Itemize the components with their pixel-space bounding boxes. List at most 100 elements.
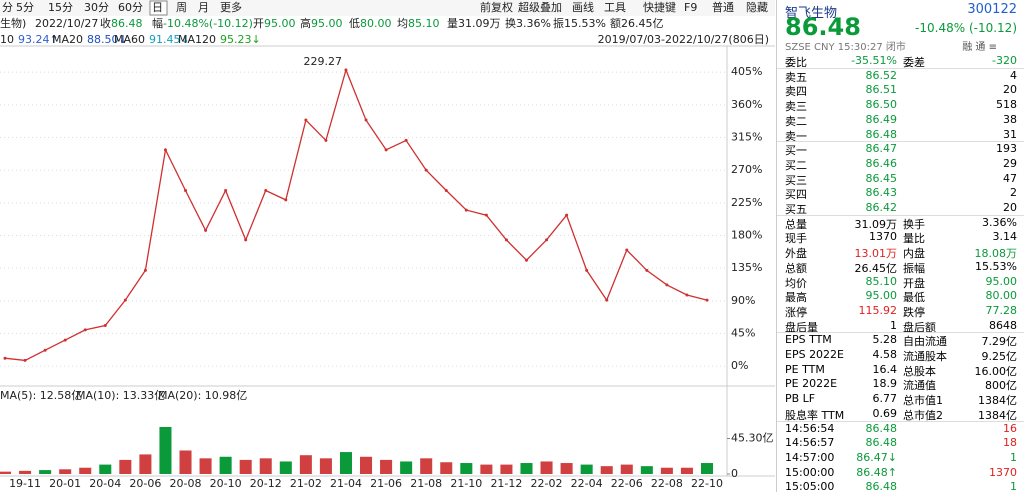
separator xyxy=(777,67,1024,69)
stat-label: 流通股本 xyxy=(903,350,947,363)
quote-label: 收 xyxy=(100,16,111,30)
stat-label: PE 2022E xyxy=(785,377,838,391)
y-tick-label: 0% xyxy=(731,359,748,372)
book-price: 86.48 xyxy=(865,127,898,141)
quote-value: 26.45亿 xyxy=(621,17,664,30)
book-label: 买四 xyxy=(785,188,807,202)
volume-bar xyxy=(339,452,352,474)
price-point xyxy=(304,118,308,122)
stat-value: 9.25亿 xyxy=(981,350,1018,363)
stat-label: 外盘 xyxy=(785,247,807,261)
price-point xyxy=(404,138,408,142)
book-label: 买二 xyxy=(785,158,807,172)
volume-bar xyxy=(59,469,72,474)
price-point xyxy=(504,238,508,242)
tool-button[interactable]: 超级叠加 xyxy=(518,0,562,14)
y-tick-label: 0 xyxy=(731,467,738,480)
book-price: 86.47 xyxy=(865,142,898,156)
stat-value: 15.53% xyxy=(975,259,1017,273)
book-label: 卖三 xyxy=(785,100,807,114)
trade-volume: 18 xyxy=(1003,436,1017,450)
stat-value: 4.58 xyxy=(872,348,898,361)
trade-price: 86.47↓ xyxy=(856,450,897,464)
price-point xyxy=(123,298,127,302)
period-tab[interactable]: 30分 xyxy=(84,1,109,14)
quote-value: 31.09万 xyxy=(458,17,501,30)
price-point xyxy=(545,238,549,242)
quote-value: 80.00 xyxy=(360,17,392,30)
volume-bar xyxy=(560,463,573,474)
volume-bar xyxy=(239,459,252,474)
book-price: 86.51 xyxy=(865,83,898,97)
quote-item: 低80.00 xyxy=(349,17,392,30)
stat-value: 1384亿 xyxy=(978,408,1017,422)
period-tab[interactable]: 60分 xyxy=(118,1,143,14)
quote-value: -10.48%(-10.12) xyxy=(163,17,253,30)
trade-time: 14:56:54 xyxy=(785,421,835,435)
period-tab[interactable]: 5分 xyxy=(16,1,34,14)
period-tab[interactable]: 更多 xyxy=(220,0,242,14)
stat-value: 18.08万 xyxy=(974,247,1018,261)
x-tick-label: 20-04 xyxy=(89,477,121,490)
tool-button[interactable]: 隐藏 xyxy=(746,1,768,14)
ma-value: 95.23↓ xyxy=(220,33,261,46)
y-tick-label: 270% xyxy=(731,163,762,176)
volume-bar xyxy=(600,466,613,474)
volume-bar xyxy=(420,458,433,474)
book-volume: 20 xyxy=(1003,201,1017,214)
stat-value: 0.69 xyxy=(872,406,898,420)
volume-bar xyxy=(199,458,212,474)
period-tab[interactable]: 日 xyxy=(152,1,163,14)
y-tick-label: 360% xyxy=(731,98,762,111)
quote-item: 均85.10 xyxy=(397,17,440,30)
price-point xyxy=(464,208,468,212)
trade-volume: 1370 xyxy=(989,465,1017,479)
stat-label: 股息率 TTM xyxy=(785,408,845,422)
y-tick-label: 135% xyxy=(731,261,762,274)
price-point xyxy=(143,268,147,272)
stat-value: 85.10 xyxy=(865,274,898,288)
quote-value: 86.48 xyxy=(111,17,143,30)
toolbar-bg xyxy=(0,0,775,16)
tool-button[interactable]: F9 xyxy=(684,1,697,14)
quote-item: 量31.09万 xyxy=(447,17,501,30)
price-point xyxy=(364,118,368,122)
ma-label: 10 xyxy=(0,33,14,46)
stat-label: 盘后量 xyxy=(785,320,818,334)
stat-label: 跌停 xyxy=(903,305,925,319)
y-tick-label: 180% xyxy=(731,229,762,242)
volume-bar xyxy=(580,464,593,474)
period-tab[interactable]: 分 xyxy=(2,1,13,14)
book-label: 卖四 xyxy=(785,85,807,99)
period-tab[interactable]: 周 xyxy=(176,1,187,14)
tool-button[interactable]: 快捷键 xyxy=(643,0,676,14)
volume-bar xyxy=(259,458,272,474)
tool-button[interactable]: 前复权 xyxy=(480,0,513,14)
book-label: 卖五 xyxy=(785,70,807,84)
stat-value: 18.9 xyxy=(872,377,898,391)
volume-bar xyxy=(480,464,493,474)
quote-value: 3.36% xyxy=(516,17,551,30)
tool-button[interactable]: 普通 xyxy=(712,0,734,14)
book-price: 86.45 xyxy=(865,171,898,185)
chart-area: 2019/07/03-2022/10/27(806日) 分 5分 15分 30分 60分… xyxy=(0,0,775,490)
quote-value: 85.10 xyxy=(408,17,440,30)
quote-item: 幅-10.48%(-10.12) xyxy=(152,17,253,30)
volume-bar xyxy=(700,463,714,474)
book-price: 86.43 xyxy=(865,186,898,200)
period-tab[interactable]: 15分 xyxy=(48,1,73,14)
quote-panel: 智飞生物 300122 86.48 -10.48% (-10.12) SZSE CNY … xyxy=(776,0,1024,493)
ma-value: 88.50↓ xyxy=(87,33,128,46)
stat-value: 1370 xyxy=(869,230,897,244)
trade-volume: 16 xyxy=(1003,421,1017,435)
stat-value: 13.01万 xyxy=(854,247,898,261)
stat-value: 115.92 xyxy=(858,303,898,317)
price-point xyxy=(43,348,47,352)
tool-button[interactable]: 工具 xyxy=(604,1,626,14)
volume-bar xyxy=(640,466,653,474)
trade-volume: 1 xyxy=(1010,450,1017,464)
stat-label: 自由流通 xyxy=(903,335,947,349)
period-tab[interactable]: 月 xyxy=(198,1,209,14)
stat-value: 6.77 xyxy=(872,392,898,406)
tool-button[interactable]: 画线 xyxy=(572,0,594,14)
